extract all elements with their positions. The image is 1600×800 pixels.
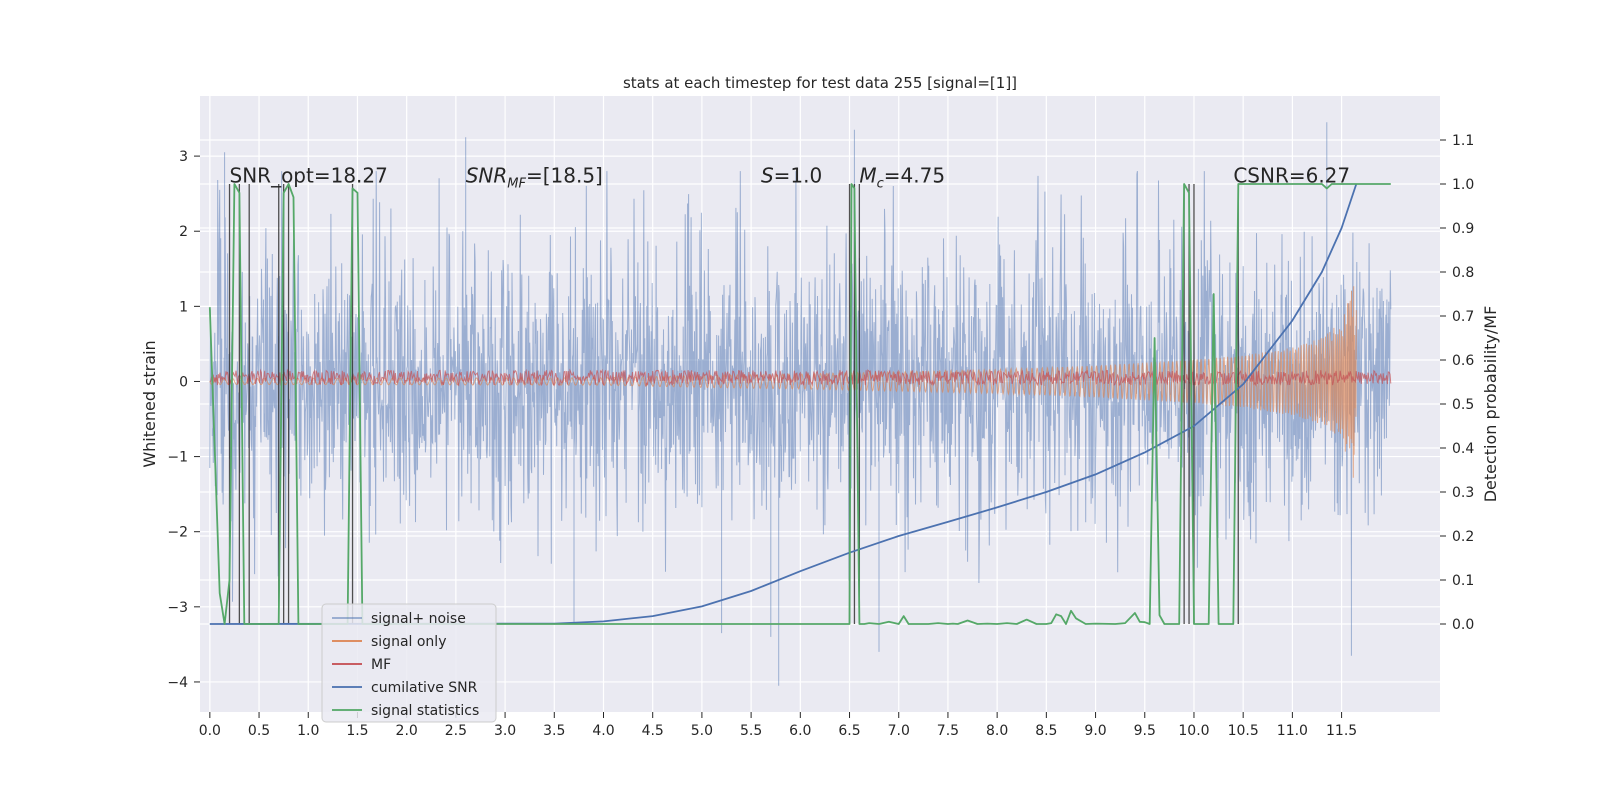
x-tick-label: 1.0 xyxy=(297,723,319,739)
x-tick-label: 9.5 xyxy=(1134,723,1156,739)
x-tick-label: 6.0 xyxy=(789,723,811,739)
annotation-s-value: =1.0 xyxy=(774,163,823,187)
x-tick-label: 10.5 xyxy=(1228,723,1259,739)
annotations: SNR_opt=18.27 SNRMF=[18.5] S=1.0 Mc=4.75 CSN… xyxy=(230,163,1351,191)
legend: signal+ noise signal only MF cumilative SNR… xyxy=(321,603,497,723)
x-tick-label: 4.5 xyxy=(642,723,664,739)
annotation-mc-value: =4.75 xyxy=(884,163,945,187)
axes: 0.0 0.5 1.0 1.5 2.0 2.5 3.0 3.5 4.0 4.5 5.0 5.5 6.0 6… xyxy=(167,133,1474,739)
signal-statistics-line xyxy=(208,183,1391,625)
legend-label-signal_noise: signal+ noise xyxy=(371,611,466,627)
annotation-snr_mf: SNRMF=[18.5] xyxy=(466,163,603,191)
legend-label-cumulative_snr: cumilative SNR xyxy=(371,680,478,696)
x-tick-label: 0.5 xyxy=(248,723,270,739)
y-tick-label: 3 xyxy=(179,149,188,165)
legend-label-signal_statistics: signal statistics xyxy=(371,703,479,719)
annotation-snr_mf-subscript: MF xyxy=(507,176,526,191)
x-tick-label: 2.5 xyxy=(445,723,467,739)
x-tick-label: 7.5 xyxy=(937,723,959,739)
x-tick-label: 7.0 xyxy=(888,723,910,739)
chart-title: stats at each timestep for test data 255… xyxy=(623,74,1017,92)
x-tick-label: 1.5 xyxy=(346,723,368,739)
grid xyxy=(200,96,1440,712)
y-right-tick-label: 0.0 xyxy=(1452,617,1474,633)
y-right-tick-label: 0.8 xyxy=(1452,265,1474,281)
legend-box xyxy=(321,603,497,723)
annotation-mc: Mc=4.75 xyxy=(859,163,945,191)
annotation-mc-symbol: M xyxy=(859,163,876,187)
y-right-axis-label: Detection probability/MF xyxy=(1481,306,1500,503)
x-tick-label: 11.0 xyxy=(1277,723,1308,739)
y-tick-label: 0 xyxy=(179,374,188,390)
x-tick-label: 5.0 xyxy=(691,723,713,739)
x-tick-label: 8.5 xyxy=(1035,723,1057,739)
y-right-tick-label: 0.9 xyxy=(1452,221,1474,237)
plot-area xyxy=(208,122,1392,686)
y-right-tick-label: 0.2 xyxy=(1452,529,1474,545)
x-tick-label: 2.0 xyxy=(396,723,418,739)
y-right-tick-label: 0.5 xyxy=(1452,397,1474,413)
annotation-csnr: CSNR=6.27 xyxy=(1233,163,1350,187)
x-tick-label: 8.0 xyxy=(986,723,1008,739)
annotation-snr_mf-value: =[18.5] xyxy=(526,163,603,187)
y-right-tick-label: 0.7 xyxy=(1452,309,1474,325)
x-tick-label: 3.0 xyxy=(494,723,516,739)
y-tick-label: 1 xyxy=(179,299,188,315)
y-right-tick-label: 0.6 xyxy=(1452,353,1474,369)
y-right-tick-label: 1.1 xyxy=(1452,133,1474,149)
x-tick-label: 5.5 xyxy=(740,723,762,739)
legend-label-signal_only: signal only xyxy=(371,634,446,650)
x-tick-label: 9.0 xyxy=(1084,723,1106,739)
x-tick-label: 6.5 xyxy=(838,723,860,739)
y-tick-label: −4 xyxy=(167,675,188,691)
y-right-tick-label: 1.0 xyxy=(1452,177,1474,193)
y-axis-label: Whitened strain xyxy=(140,340,159,467)
annotation-snr_opt: SNR_opt=18.27 xyxy=(230,163,388,187)
x-tick-label: 11.5 xyxy=(1326,723,1357,739)
y-right-tick-label: 0.4 xyxy=(1452,441,1474,457)
annotation-s-symbol: S xyxy=(761,163,774,187)
y-right-tick-label: 0.3 xyxy=(1452,485,1474,501)
legend-label-mf: MF xyxy=(371,657,391,673)
annotation-s: S=1.0 xyxy=(761,163,822,187)
y-tick-label: −1 xyxy=(167,450,188,466)
y-tick-label: 2 xyxy=(179,224,188,240)
y-right-tick-label: 0.1 xyxy=(1452,573,1474,589)
x-tick-label: 3.5 xyxy=(543,723,565,739)
annotation-mc-subscript: c xyxy=(877,176,884,191)
x-tick-label: 10.0 xyxy=(1178,723,1209,739)
x-tick-label: 4.0 xyxy=(592,723,614,739)
x-tick-label: 0.0 xyxy=(199,723,221,739)
y-tick-label: −2 xyxy=(167,525,188,541)
annotation-snr_mf-symbol: SNR xyxy=(466,163,508,187)
cumulative-snr-line xyxy=(209,183,1358,625)
y-tick-label: −3 xyxy=(167,600,188,616)
